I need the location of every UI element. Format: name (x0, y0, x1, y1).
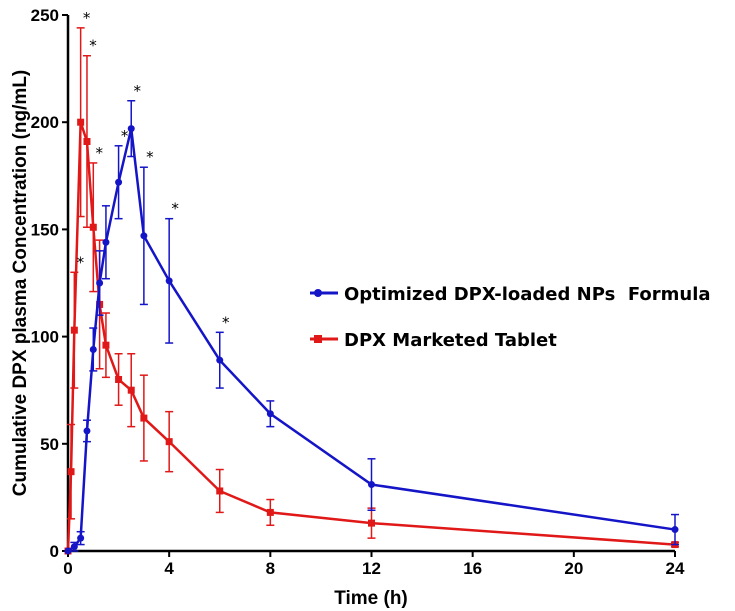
y-tick-label: 150 (31, 220, 59, 239)
data-point (89, 345, 97, 353)
y-tick-label: 250 (31, 6, 59, 25)
data-point (64, 547, 72, 555)
data-point (89, 223, 97, 231)
data-point (83, 427, 91, 435)
data-point (127, 386, 135, 394)
data-point (115, 375, 123, 383)
x-axis-label: Time (h) (334, 588, 408, 609)
significance-marker: * (133, 82, 141, 100)
data-point (165, 438, 173, 446)
series-line (66, 121, 676, 552)
data-point (216, 356, 224, 364)
x-tick-label: 8 (266, 559, 275, 578)
y-tick-label: 100 (31, 328, 59, 347)
y-axis-label: Cumulative DPX plasma Concentration (ng/… (10, 70, 31, 497)
data-point (216, 487, 224, 495)
data-point (368, 519, 375, 527)
data-point (70, 326, 78, 334)
data-point (83, 137, 91, 145)
significance-marker: * (77, 253, 85, 271)
legend-item-marketed: DPX Marketed Tablet (310, 330, 557, 351)
significance-marker: * (222, 313, 230, 331)
x-tick-label: 16 (463, 559, 482, 578)
legend-item-optimized: Optimized DPX-loaded NPs Formula (310, 284, 711, 305)
axes: 0 4 8 12 16 20 24 0 50 100 150 200 250 (31, 6, 685, 578)
data-point (266, 508, 274, 516)
data-point (368, 481, 375, 489)
data-point (77, 118, 85, 126)
data-point (102, 341, 110, 349)
series-optimized: * * * * * (64, 82, 679, 555)
x-tick-label: 4 (164, 559, 174, 578)
y-tick-label: 200 (31, 113, 59, 132)
data-point (96, 279, 104, 287)
y-tick-label: 50 (40, 435, 59, 454)
significance-marker: * (121, 127, 129, 145)
data-point (671, 526, 679, 534)
data-point (67, 468, 75, 476)
significance-marker: * (171, 200, 179, 218)
data-point (140, 414, 148, 422)
data-point (127, 125, 135, 133)
chart-marks: * * * * * * * * * (64, 9, 679, 555)
legend: Optimized DPX-loaded NPs Formula DPX Mar… (310, 284, 711, 351)
legend-label-marketed: DPX Marketed Tablet (344, 330, 557, 351)
significance-marker: * (96, 144, 104, 162)
significance-marker: * (89, 37, 97, 55)
legend-label-optimized: Optimized DPX-loaded NPs Formula (344, 284, 711, 305)
data-point (115, 178, 123, 186)
x-tick-label: 12 (362, 559, 381, 578)
data-point (140, 232, 148, 240)
significance-marker: * (83, 9, 91, 27)
data-point (266, 410, 274, 418)
data-point (102, 238, 110, 246)
x-tick-label: 20 (564, 559, 583, 578)
significance-marker: * (146, 148, 154, 166)
x-tick-label: 24 (666, 559, 685, 578)
x-tick-label: 0 (63, 559, 72, 578)
y-tick-label: 0 (50, 542, 59, 561)
data-point (165, 277, 173, 285)
data-point (70, 543, 78, 551)
data-point (77, 534, 85, 542)
